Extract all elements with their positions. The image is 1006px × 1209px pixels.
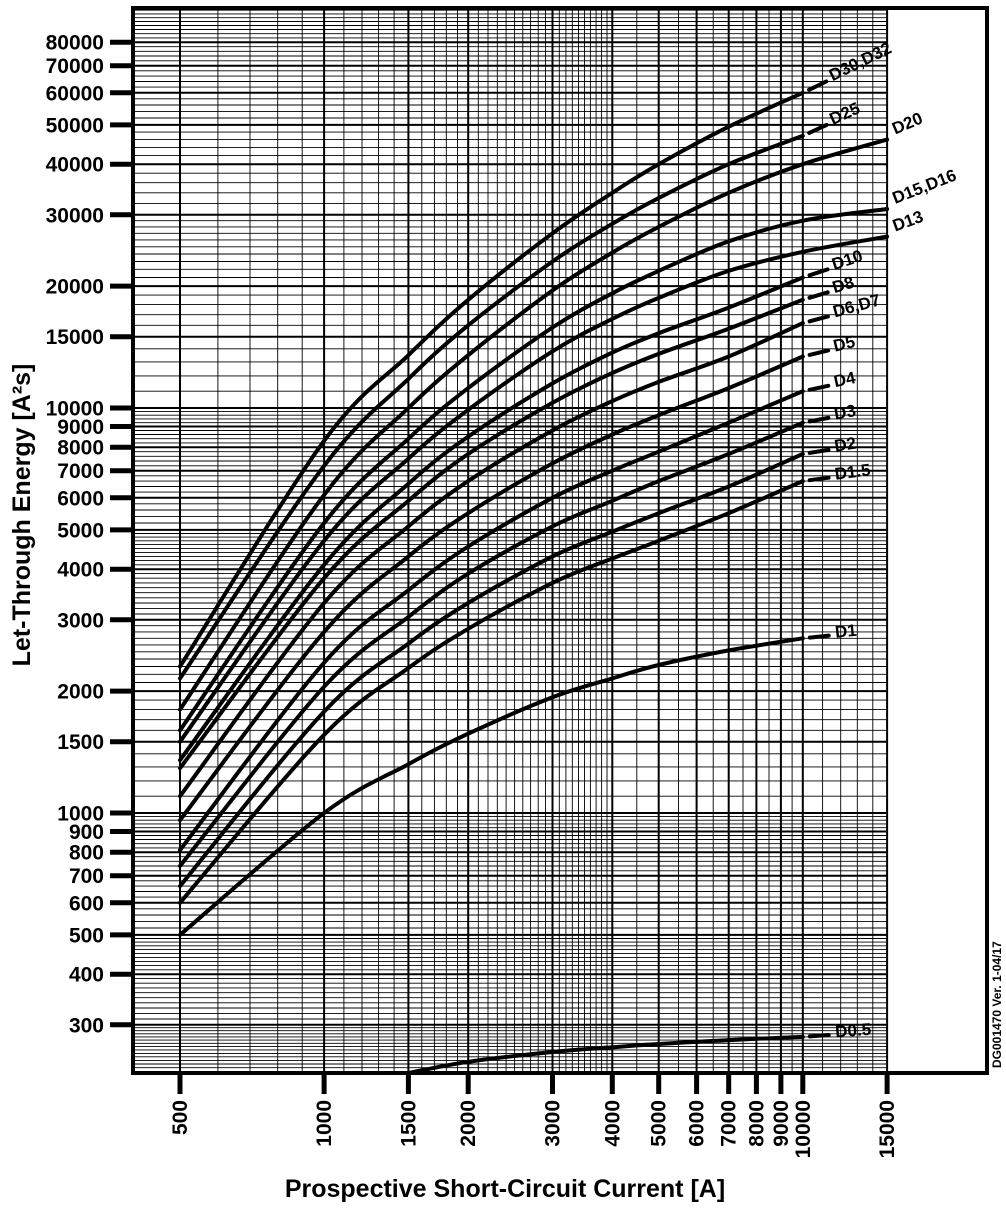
document-id-note: DG001470 Ver. 1-04/17: [990, 941, 1004, 1068]
x-tick-label-8000: 8000: [745, 1100, 768, 1147]
x-tick-label-5000: 5000: [648, 1100, 671, 1147]
y-tick-label-500: 500: [69, 924, 104, 947]
curve-label-d30-d32: D30,D32: [826, 38, 895, 84]
curve-end-dash: [807, 633, 831, 640]
curve-end-dash: [807, 290, 830, 300]
curve-end-dash: [807, 415, 831, 424]
x-tick-label-1000: 1000: [313, 1100, 336, 1147]
y-tick-label-50000: 50000: [46, 114, 104, 137]
x-tick-label-6000: 6000: [686, 1100, 709, 1147]
x-tick-label-1500: 1500: [397, 1100, 420, 1147]
x-axis-title: Prospective Short-Circuit Current [A]: [285, 1175, 725, 1203]
y-tick-label-8000: 8000: [57, 437, 104, 460]
y-tick-label-700: 700: [69, 865, 104, 888]
curve-label-d20: D20: [889, 109, 925, 139]
grid-minor-path: [133, 8, 887, 1073]
y-tick-label-70000: 70000: [46, 55, 104, 78]
x-tick-label-2000: 2000: [457, 1100, 480, 1147]
curve-d15-d16: [178, 207, 890, 733]
y-tick-label-5000: 5000: [57, 519, 104, 542]
y-axis-title: Let-Through Energy [A²s]: [8, 364, 36, 667]
curve-label-d8: D8: [830, 273, 856, 297]
curve-label-d0-5: D0.5: [835, 1020, 872, 1042]
x-tick-label-4000: 4000: [601, 1100, 624, 1147]
y-tick-label-9000: 9000: [57, 416, 104, 439]
y-tick-label-1500: 1500: [57, 731, 104, 754]
curve-label-d10: D10: [829, 246, 865, 274]
curve-end-dash: [807, 348, 831, 357]
curve-label-d5: D5: [831, 332, 857, 356]
curve-d10: [178, 275, 805, 763]
curve-label-d4: D4: [832, 368, 858, 391]
fuse-curves: [178, 90, 890, 1075]
y-tick-label-80000: 80000: [46, 32, 104, 55]
curve-end-dash: [807, 267, 830, 278]
y-tick-label-1000: 1000: [57, 803, 104, 826]
y-tick-label-6000: 6000: [57, 487, 104, 510]
y-tick-label-900: 900: [69, 821, 104, 844]
curve-d5: [178, 354, 805, 823]
curve-d2: [178, 452, 805, 889]
curve-d20: [178, 137, 890, 712]
curve-end-dash: [807, 475, 831, 483]
y-tick-label-40000: 40000: [46, 154, 104, 177]
x-tick-label-3000: 3000: [542, 1100, 565, 1147]
curve-d13: [178, 234, 890, 744]
curve-d1-5: [178, 479, 805, 905]
curve-label-d1-5: D1.5: [834, 460, 872, 483]
y-tick-label-4000: 4000: [57, 559, 104, 582]
curve-d4: [178, 389, 805, 853]
curve-end-dash: [807, 79, 829, 92]
x-tick-label-9000: 9000: [770, 1100, 793, 1147]
x-tick-label-15000: 15000: [876, 1100, 899, 1158]
curve-d3: [178, 420, 805, 868]
y-tick-label-7000: 7000: [57, 460, 104, 483]
y-tick-label-800: 800: [69, 842, 104, 865]
curve-label-d1: D1: [834, 621, 858, 642]
curve-d30-d32: [178, 90, 805, 669]
y-tick-label-60000: 60000: [46, 82, 104, 105]
x-tick-label-10000: 10000: [792, 1100, 815, 1158]
grid-minor-lines: [133, 8, 887, 1073]
y-tick-label-600: 600: [69, 892, 104, 915]
plot-frame: [131, 6, 989, 1075]
curve-d1: [178, 636, 805, 937]
x-tick-label-7000: 7000: [718, 1100, 741, 1147]
curve-end-dash: [807, 314, 830, 324]
tick-marks-path: [110, 39, 890, 1094]
curve-label-d3: D3: [833, 401, 858, 424]
curve-d8: [178, 297, 805, 771]
y-tick-label-10000: 10000: [46, 398, 104, 421]
y-tick-label-2000: 2000: [57, 681, 104, 704]
y-tick-label-400: 400: [69, 964, 104, 987]
x-tick-label-500: 500: [169, 1100, 192, 1135]
curve-end-dash: [807, 1033, 831, 1039]
curve-label-d15-d16: D15,D16: [890, 166, 959, 208]
curve-d25: [178, 133, 805, 681]
curve-end-dash: [807, 447, 831, 455]
y-tick-label-300: 300: [69, 1014, 104, 1037]
curve-label-d13: D13: [890, 207, 926, 235]
curve-d6-d7: [178, 321, 805, 799]
y-tick-label-3000: 3000: [57, 609, 104, 632]
tick-labels: 3004005006007008009001000150020003000400…: [46, 32, 900, 1159]
axis-ticks: [110, 39, 890, 1094]
curve-end-dash: [807, 383, 831, 392]
curve-label-d2: D2: [833, 434, 857, 456]
curve-d0-5: [406, 1034, 805, 1075]
curve-end-dash: [807, 123, 829, 135]
y-tick-label-30000: 30000: [46, 204, 104, 227]
y-tick-label-15000: 15000: [46, 326, 104, 349]
y-tick-label-20000: 20000: [46, 276, 104, 299]
